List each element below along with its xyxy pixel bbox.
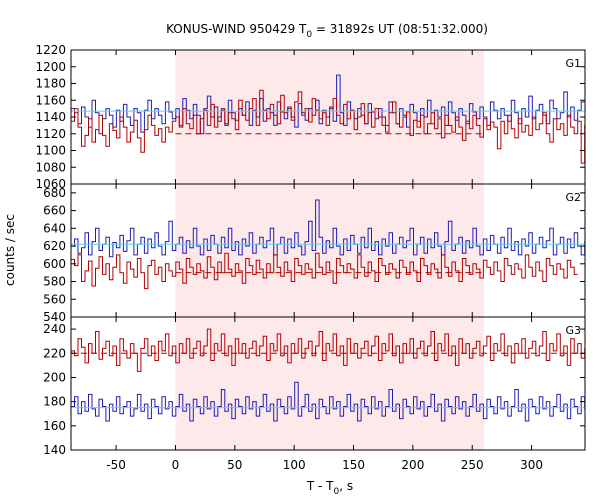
y-tick-label: 1160 [35, 93, 66, 107]
y-tick-label: 1080 [35, 160, 66, 174]
y-tick-label: 580 [43, 275, 66, 289]
y-tick-label: 1220 [35, 43, 66, 57]
x-tick-label: 150 [342, 458, 365, 472]
chart-title-subscript: 0 [306, 30, 312, 40]
series-signal-g3 [71, 328, 586, 372]
series-signal-g1 [71, 89, 586, 164]
x-tick-label: 100 [283, 458, 306, 472]
x-tick-label: -50 [106, 458, 126, 472]
y-tick-label: 1060 [35, 177, 66, 191]
panel-label-g1: G1 [565, 57, 581, 70]
y-tick-label: 220 [43, 346, 66, 360]
series-background-g1 [71, 74, 585, 135]
panel-label-g2: G2 [565, 191, 581, 204]
x-tick-label: 200 [401, 458, 424, 472]
y-tick-label: 1140 [35, 110, 66, 124]
chart-title: KONUS-WIND 950429 T0 = 31892s UT (08:51:… [166, 22, 488, 40]
x-tick-label: 0 [172, 458, 180, 472]
chart-title-rest: = 31892s UT (08:51:32.000) [312, 22, 488, 36]
y-tick-label: 660 [43, 204, 66, 218]
plot-layer: 1060 1080 1100 1120 1140 1160 1180 1200 1220 G1 54… [35, 43, 586, 472]
panel-label-g3: G3 [565, 324, 581, 337]
panel-frame-g3 [70, 316, 586, 451]
panel-g3: 140 160 180 200 220 240 G3 [43, 316, 586, 457]
panel-g1: 1060 1080 1100 1120 1140 1160 1180 1200 1220 G1 [35, 43, 586, 191]
x-axis-label-main: T - T [306, 479, 334, 493]
panel-g2: 540 560 580 600 620 640 660 680 G2 [43, 183, 586, 324]
y-tick-label: 1180 [35, 77, 66, 91]
y-tick-label: 180 [43, 395, 66, 409]
y-tick-label: 1100 [35, 144, 66, 158]
y-tick-label: 600 [43, 257, 66, 271]
y-tick-label: 1200 [35, 60, 66, 74]
x-tick-label: 300 [520, 458, 543, 472]
y-tick-label: 160 [43, 419, 66, 433]
y-tick-label: 680 [43, 186, 66, 200]
y-tick-label: 240 [43, 322, 66, 336]
series-signal-g2 [71, 252, 578, 290]
x-tick-label: 250 [461, 458, 484, 472]
y-tick-label: 140 [43, 443, 66, 457]
y-tick-label: 200 [43, 370, 66, 384]
y-tick-label: 640 [43, 221, 66, 235]
y-tick-label: 540 [43, 310, 66, 324]
x-tick-label: 50 [227, 458, 242, 472]
x-axis-label-rest: , s [339, 479, 353, 493]
x-axis-label: T - T0, s [306, 479, 353, 497]
y-tick-label: 620 [43, 239, 66, 253]
x-axis-label-subscript: 0 [334, 487, 340, 497]
y-tick-label: 560 [43, 292, 66, 306]
chart-title-main: KONUS-WIND 950429 T [166, 22, 307, 36]
y-axis-label: counts / sec [3, 214, 17, 286]
y-tick-label: 1120 [35, 127, 66, 141]
